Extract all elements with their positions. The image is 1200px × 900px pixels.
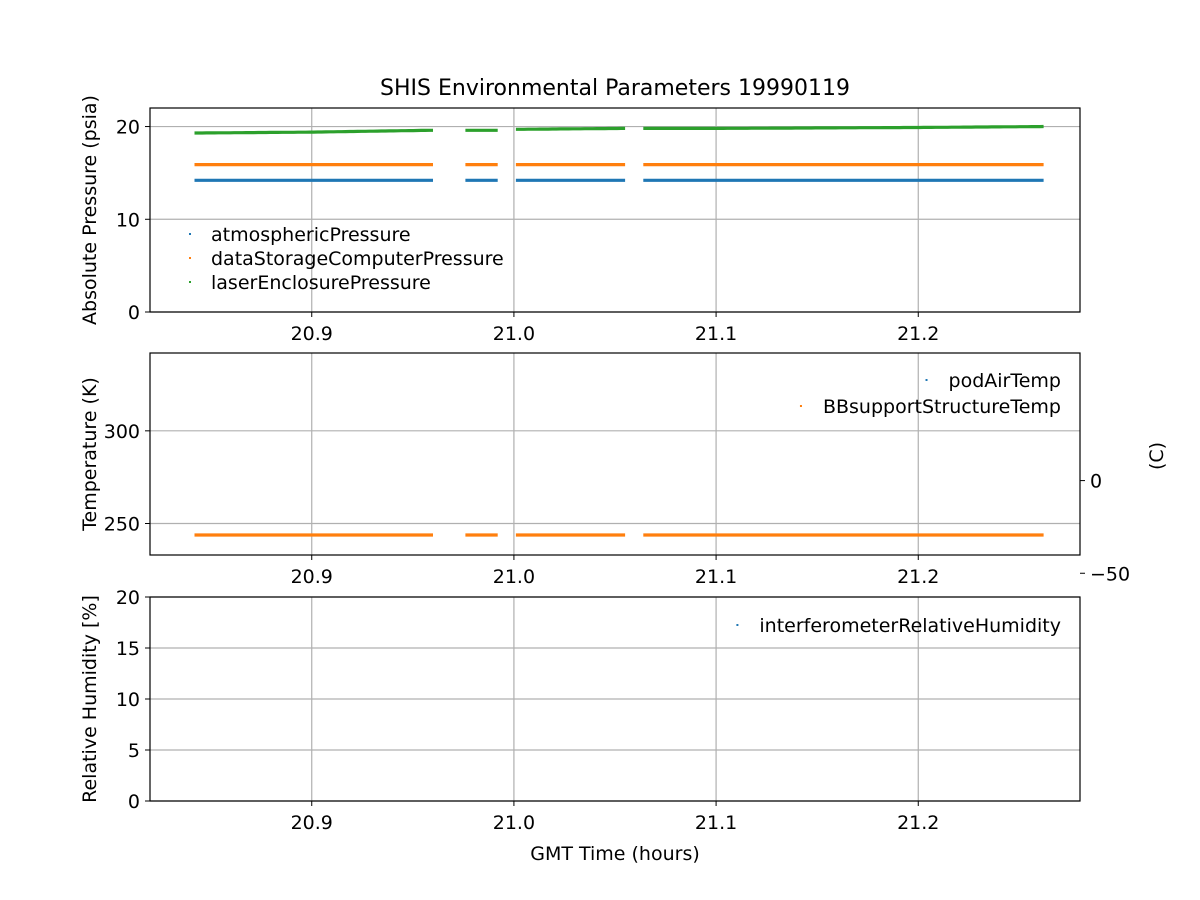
y-tick-label: 0	[128, 302, 140, 324]
temperature-legend: podAirTemp BBsupportStructureTemp	[799, 370, 1061, 418]
series-trace-laser-enclosure-pressure	[515, 126, 626, 131]
y-tick-label: 20	[116, 117, 140, 139]
pressure-y-axis-label: Absolute Pressure (psia)	[79, 95, 101, 325]
y-tick-label: 300	[104, 421, 140, 443]
legend-item-interferometer-relative-humidity: interferometerRelativeHumidity	[736, 615, 1061, 637]
humidity-panel: 20.9 21.0 21.1 21.2 0 5 10 15 20 Relative Humidi…	[79, 587, 1081, 834]
x-tick-label: 21.1	[695, 812, 737, 834]
x-tick-label: 21.0	[493, 323, 535, 345]
x-tick-label: 20.9	[291, 812, 333, 834]
y-tick-label: 15	[116, 638, 140, 660]
x-tick-label: 21.1	[695, 566, 737, 588]
series-trace-laser-enclosure-pressure	[194, 128, 433, 135]
legend-label-pod-air-temp: podAirTemp	[949, 370, 1061, 392]
legend-label-atmospheric-pressure: atmosphericPressure	[211, 224, 411, 246]
temperature-y-axis-label: Temperature (K)	[79, 377, 101, 532]
legend-item-bb-support-structure-temp: BBsupportStructureTemp	[799, 396, 1061, 418]
x-tick-label: 21.1	[695, 323, 737, 345]
x-tick-label: 21.2	[897, 812, 939, 834]
legend-label-interferometer-relative-humidity: interferometerRelativeHumidity	[759, 615, 1061, 637]
x-axis-label: GMT Time (hours)	[530, 843, 700, 865]
series-trace-laser-enclosure-pressure	[643, 124, 1044, 130]
legend-label-data-storage-computer-pressure: dataStorageComputerPressure	[211, 248, 504, 270]
x-tick-label: 21.0	[493, 812, 535, 834]
temperature-right-axis-label: (C)	[1146, 442, 1168, 470]
humidity-y-axis-label: Relative Humidity [%]	[79, 595, 101, 803]
x-tick-label: 21.2	[897, 323, 939, 345]
temperature-panel: 20.9 21.0 21.1 21.2 250 300 0 −50 Temperature (…	[79, 352, 1168, 588]
y-tick-label: 5	[128, 740, 140, 762]
x-tick-label: 20.9	[291, 323, 333, 345]
pressure-legend: atmosphericPressure dataStorageComputerP…	[189, 224, 504, 294]
humidity-legend: interferometerRelativeHumidity	[736, 615, 1061, 637]
y-tick-label: 10	[116, 689, 140, 711]
x-tick-label: 21.2	[897, 566, 939, 588]
right-tick-label: −50	[1090, 563, 1130, 585]
legend-item-laser-enclosure-pressure: laserEnclosurePressure	[189, 272, 431, 294]
legend-item-atmospheric-pressure: atmosphericPressure	[189, 224, 411, 246]
x-tick-label: 20.9	[291, 566, 333, 588]
right-tick-label: 0	[1090, 471, 1102, 493]
y-tick-label: 10	[116, 209, 140, 231]
x-tick-label: 21.0	[493, 566, 535, 588]
legend-item-data-storage-computer-pressure: dataStorageComputerPressure	[189, 248, 504, 270]
legend-label-bb-support-structure-temp: BBsupportStructureTemp	[823, 396, 1061, 418]
legend-item-pod-air-temp: podAirTemp	[925, 370, 1061, 392]
pressure-panel: 20.9 21.0 21.1 21.2 0 10 20 Absolute Pressure …	[79, 95, 1081, 345]
y-tick-label: 0	[128, 791, 140, 813]
y-tick-label: 250	[104, 513, 140, 535]
y-tick-label: 20	[116, 587, 140, 609]
legend-label-laser-enclosure-pressure: laserEnclosurePressure	[211, 272, 431, 294]
chart-title: SHIS Environmental Parameters 19990119	[380, 76, 850, 101]
